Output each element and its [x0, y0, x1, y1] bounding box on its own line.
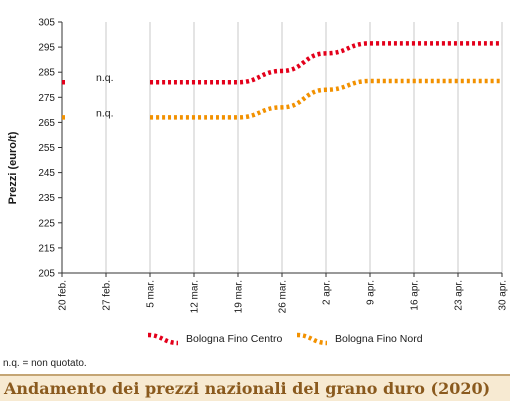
y-tick-labels: 205 215 225 235 245 255 265 275 285 295 305 — [38, 18, 55, 280]
x-tick-label: 5 mar. — [146, 280, 157, 308]
x-tick-label: 12 mar. — [190, 280, 201, 313]
y-axis-title: Prezzi (euro/t) — [7, 131, 19, 204]
y-tick-label: 265 — [38, 118, 55, 129]
legend-label: Bologna Fino Nord — [335, 333, 423, 345]
y-tick-label: 305 — [38, 18, 55, 29]
chart-title: Andamento dei prezzi nazionali del grano… — [4, 379, 491, 398]
x-tick-label: 27 feb. — [102, 280, 113, 311]
y-tick-label: 245 — [38, 168, 55, 179]
y-tick-label: 285 — [38, 68, 55, 79]
x-tick-label: 9 apr. — [366, 280, 377, 305]
x-tick-label: 19 mar. — [234, 280, 245, 313]
x-tick-labels: 20 feb. 27 feb. 5 mar. 12 mar. 19 mar. 26 mar… — [58, 280, 509, 313]
x-tick-label: 16 apr. — [410, 280, 421, 311]
chart: 205 215 225 235 245 255 265 275 285 295 305 20 feb… — [7, 18, 509, 346]
y-tick-label: 295 — [38, 43, 55, 54]
x-tick-label: 30 apr. — [498, 280, 509, 311]
legend-swatch — [147, 332, 179, 346]
series-line — [149, 41, 502, 85]
x-tick-label: 2 apr. — [322, 280, 333, 305]
annotation-label: n.q. — [96, 72, 114, 84]
x-tick-label: 23 apr. — [454, 280, 465, 311]
annotations: n.q. n.q. — [96, 72, 114, 119]
y-tick-label: 275 — [38, 93, 55, 104]
legend-swatch — [296, 332, 328, 346]
y-tick-label: 225 — [38, 218, 55, 229]
annotation-label: n.q. — [96, 107, 114, 119]
legend: Bologna Fino Centro Bologna Fino Nord — [147, 332, 423, 346]
axes — [58, 21, 503, 277]
y-tick-label: 255 — [38, 143, 55, 154]
x-tick-label: 26 mar. — [278, 280, 289, 313]
y-tick-label: 215 — [38, 243, 55, 254]
series-line — [150, 78, 502, 120]
y-tick-label: 205 — [38, 269, 55, 280]
x-tick-label: 20 feb. — [58, 280, 69, 311]
footnote: n.q. = non quotato. — [3, 358, 87, 369]
title-bar: Andamento dei prezzi nazionali del grano… — [0, 374, 510, 401]
legend-label: Bologna Fino Centro — [186, 333, 282, 345]
series-lines — [62, 41, 502, 120]
grid-lines — [105, 22, 503, 273]
y-tick-label: 235 — [38, 193, 55, 204]
